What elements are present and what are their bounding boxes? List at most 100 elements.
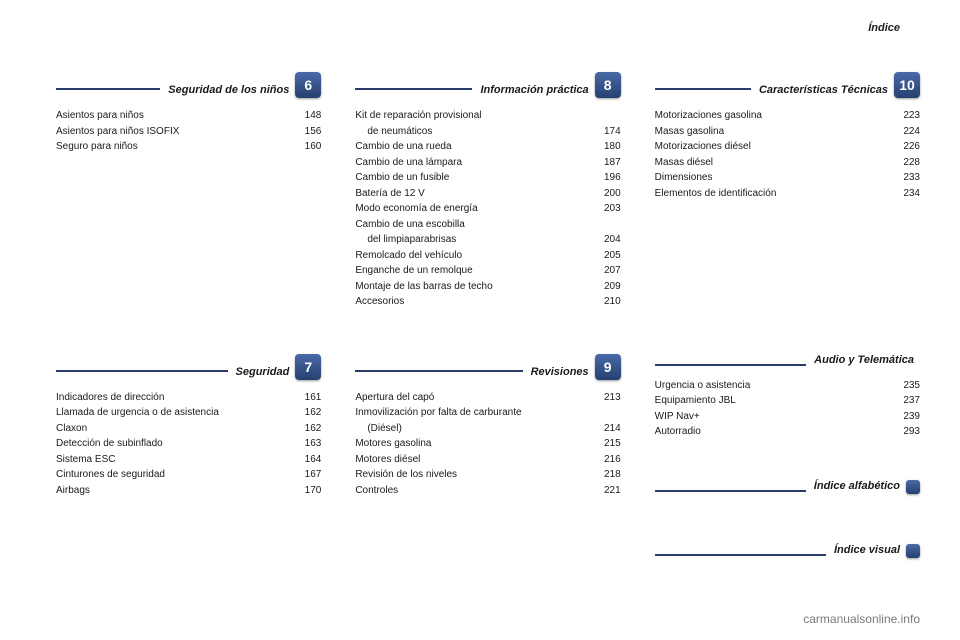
section-7-items: Indicadores de dirección161 Llamada de u…	[56, 390, 321, 499]
toc-page: 239	[892, 409, 920, 425]
toc-row: Llamada de urgencia o de asistencia162	[56, 405, 321, 421]
content-grid: Seguridad de los niños 6 Asientos para n…	[56, 72, 920, 568]
toc-row: Apertura del capó213	[355, 390, 620, 406]
section-9: Revisiones 9 Apertura del capó213 Inmovi…	[355, 354, 620, 568]
toc-page: 216	[593, 452, 621, 468]
section-rule	[655, 364, 807, 366]
toc-label: Urgencia o asistencia	[655, 378, 892, 394]
toc-label: Motorizaciones diésel	[655, 139, 892, 155]
toc-page: 221	[593, 483, 621, 499]
toc-row: Controles221	[355, 483, 620, 499]
toc-label: Detección de subinflado	[56, 436, 293, 452]
toc-row: Claxon162	[56, 421, 321, 437]
section-6-items: Asientos para niños148 Asientos para niñ…	[56, 108, 321, 155]
toc-label: Masas gasolina	[655, 124, 892, 140]
section-10: Características Técnicas 10 Motorizacion…	[655, 72, 920, 310]
toc-row: Kit de reparación provisional	[355, 108, 620, 124]
toc-row: Indicadores de dirección161	[56, 390, 321, 406]
toc-page: 200	[593, 186, 621, 202]
toc-row: Motores diésel216	[355, 452, 620, 468]
section-alpha: Índice alfabético	[655, 480, 920, 504]
toc-row: Batería de 12 V200	[355, 186, 620, 202]
toc-label: Equipamiento JBL	[655, 393, 892, 409]
toc-label: Asientos para niños	[56, 108, 293, 124]
toc-label: Cambio de una escobilla	[355, 217, 620, 233]
toc-page: 204	[593, 232, 621, 248]
toc-row: Detección de subinflado163	[56, 436, 321, 452]
section-6-header: Seguridad de los niños 6	[56, 72, 321, 98]
section-6-chip: 6	[295, 72, 321, 98]
toc-label: Modo economía de energía	[355, 201, 592, 217]
toc-row: Dimensiones233	[655, 170, 920, 186]
toc-row: Seguro para niños160	[56, 139, 321, 155]
section-8-header: Información práctica 8	[355, 72, 620, 98]
section-visual-title: Índice visual	[834, 544, 900, 558]
section-10-items: Motorizaciones gasolina223 Masas gasolin…	[655, 108, 920, 201]
toc-label-cont: del limpiaparabrisas	[355, 232, 592, 248]
section-rule	[56, 370, 228, 372]
section-rule	[56, 88, 160, 90]
toc-label: Cambio de una lámpara	[355, 155, 592, 171]
section-audio-header: Audio y Telemática	[655, 354, 920, 368]
toc-label: Dimensiones	[655, 170, 892, 186]
toc-page: 205	[593, 248, 621, 264]
toc-row: Equipamiento JBL237	[655, 393, 920, 409]
toc-page: 293	[892, 424, 920, 440]
toc-label: WIP Nav+	[655, 409, 892, 425]
toc-row: Remolcado del vehículo205	[355, 248, 620, 264]
toc-row: (Diésel)214	[355, 421, 620, 437]
section-audio-items: Urgencia o asistencia235 Equipamiento JB…	[655, 378, 920, 440]
section-visual: Índice visual	[655, 544, 920, 568]
section-alpha-title: Índice alfabético	[814, 480, 900, 494]
toc-page: 170	[293, 483, 321, 499]
toc-label: Enganche de un remolque	[355, 263, 592, 279]
section-7: Seguridad 7 Indicadores de dirección161 …	[56, 354, 321, 568]
toc-label: Elementos de identificación	[655, 186, 892, 202]
toc-page: 215	[593, 436, 621, 452]
toc-page: 164	[293, 452, 321, 468]
section-audio-title: Audio y Telemática	[814, 354, 914, 368]
toc-row: Masas diésel228	[655, 155, 920, 171]
toc-page: 223	[892, 108, 920, 124]
toc-page: 163	[293, 436, 321, 452]
toc-label: Masas diésel	[655, 155, 892, 171]
toc-row: Airbags170	[56, 483, 321, 499]
column-3-lower: Audio y Telemática Urgencia o asistencia…	[655, 354, 920, 568]
toc-row: del limpiaparabrisas204	[355, 232, 620, 248]
toc-page: 226	[892, 139, 920, 155]
toc-row: Accesorios210	[355, 294, 620, 310]
toc-row: Elementos de identificación234	[655, 186, 920, 202]
toc-row: Asientos para niños ISOFIX156	[56, 124, 321, 140]
toc-label: Cambio de una rueda	[355, 139, 592, 155]
toc-page: 235	[892, 378, 920, 394]
toc-row: Cambio de una rueda180	[355, 139, 620, 155]
toc-page: 210	[593, 294, 621, 310]
toc-page: 187	[593, 155, 621, 171]
section-8-chip: 8	[595, 72, 621, 98]
toc-row: Autorradio293	[655, 424, 920, 440]
section-6: Seguridad de los niños 6 Asientos para n…	[56, 72, 321, 310]
toc-row: Motorizaciones diésel226	[655, 139, 920, 155]
section-rule	[355, 88, 472, 90]
toc-label: Revisión de los niveles	[355, 467, 592, 483]
toc-row: Asientos para niños148	[56, 108, 321, 124]
toc-row: Sistema ESC164	[56, 452, 321, 468]
toc-page: 207	[593, 263, 621, 279]
section-10-title: Características Técnicas	[759, 84, 888, 98]
toc-label: Inmovilización por falta de carburante	[355, 405, 620, 421]
section-10-chip: 10	[894, 72, 920, 98]
section-visual-header: Índice visual	[655, 544, 920, 558]
section-10-header: Características Técnicas 10	[655, 72, 920, 98]
section-7-header: Seguridad 7	[56, 354, 321, 380]
toc-page: 228	[892, 155, 920, 171]
toc-label: Batería de 12 V	[355, 186, 592, 202]
toc-page: 196	[593, 170, 621, 186]
toc-row: Cinturones de seguridad167	[56, 467, 321, 483]
toc-label: Llamada de urgencia o de asistencia	[56, 405, 293, 421]
toc-label: Motorizaciones gasolina	[655, 108, 892, 124]
toc-page: 237	[892, 393, 920, 409]
header-index-label: Índice	[868, 22, 900, 34]
toc-label: Accesorios	[355, 294, 592, 310]
toc-row: Urgencia o asistencia235	[655, 378, 920, 394]
section-7-title: Seguridad	[236, 366, 290, 380]
